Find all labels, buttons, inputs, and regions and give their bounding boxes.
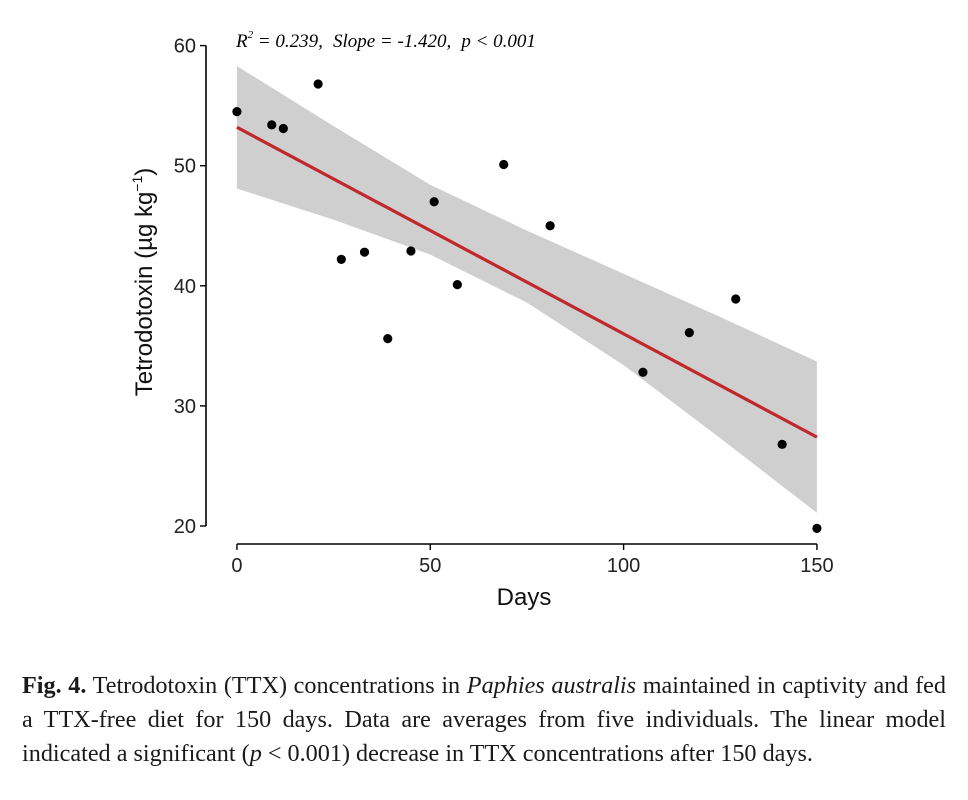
data-point-10 [452, 279, 462, 290]
scatter-chart: 0 50 100 150 20 30 40 50 60 R2 = 0.239, Slope = -… [129, 29, 834, 611]
stats-p: p < 0.001 [459, 31, 536, 52]
y-tick-label-60: 60 [174, 36, 196, 58]
stats-annotation: R2 = 0.239, Slope = -1.420, p < 0.001 [235, 29, 536, 52]
stats-r-label: R [235, 31, 248, 52]
data-point-8 [406, 246, 416, 256]
y-tick-label-30: 30 [174, 396, 196, 418]
stats-r-superscript: 2 [248, 29, 254, 41]
y-axis-title-superscript: −1 [129, 176, 145, 192]
data-point-17 [812, 523, 822, 533]
x-tick-label-0: 0 [231, 555, 242, 577]
data-point-16 [777, 439, 787, 449]
caption-species: Paphies australis [466, 672, 637, 700]
x-tick-label-50: 50 [419, 555, 441, 577]
data-point-3 [278, 123, 288, 134]
y-axis-title: Tetrodotoxin (µg kg−1) [129, 168, 158, 397]
data-point-4 [313, 79, 323, 89]
y-tick-label-40: 40 [174, 276, 196, 298]
data-point-7 [383, 334, 393, 344]
data-point-11 [499, 159, 509, 170]
y-tick-label-20: 20 [174, 516, 196, 538]
figure-panel: 0 50 100 150 20 30 40 50 60 R2 = 0.239, Slope = -… [118, 18, 858, 626]
confidence-band [236, 66, 817, 513]
data-point-1 [232, 107, 242, 117]
x-tick-label-100: 100 [607, 555, 640, 577]
caption-text-before: Tetrodotoxin (TTX) concentrations in [86, 672, 467, 700]
data-point-14 [684, 328, 694, 338]
caption-label: Fig. 4. [22, 672, 87, 700]
data-point-2 [267, 120, 277, 130]
x-axis-title: Days [497, 584, 552, 611]
figure-caption: Fig. 4. Tetrodotoxin (TTX) concentration… [22, 669, 946, 771]
y-tick-label-50: 50 [174, 156, 196, 178]
data-point-9 [429, 197, 439, 207]
data-point-13 [638, 367, 648, 377]
stats-slope: Slope = -1.420, [333, 31, 451, 52]
y-axis-title-main: Tetrodotoxin (µg kg [131, 192, 158, 397]
data-point-6 [359, 247, 370, 257]
data-point-5 [336, 254, 346, 264]
data-point-15 [731, 294, 741, 304]
x-tick-label-150: 150 [800, 555, 833, 577]
caption-p-symbol: p [249, 740, 262, 768]
y-axis-title-close: ) [131, 168, 158, 176]
data-point-12 [545, 221, 555, 231]
caption-text-middle: maintained in captivity and fed a TTX-fr… [22, 672, 947, 768]
regression-line [236, 125, 818, 439]
caption-text-after: < 0.001) decrease in TTX concentrations … [261, 740, 813, 768]
stats-r-value: = 0.239, [253, 31, 323, 52]
